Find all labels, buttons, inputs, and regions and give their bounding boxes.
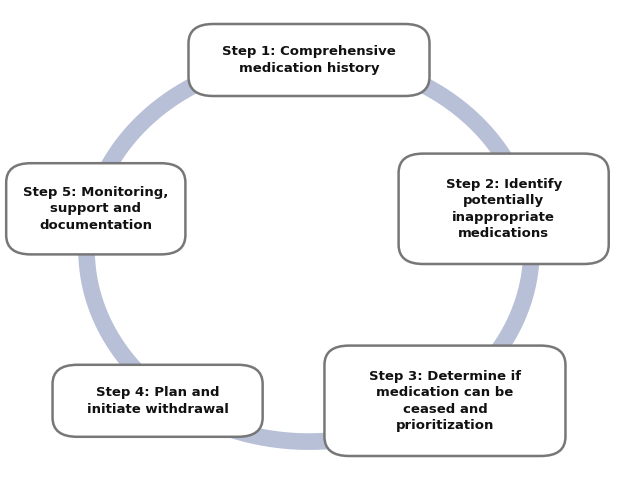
FancyBboxPatch shape — [6, 163, 185, 254]
FancyBboxPatch shape — [399, 154, 609, 264]
Text: Step 1: Comprehensive
medication history: Step 1: Comprehensive medication history — [222, 45, 396, 75]
Text: Step 4: Plan and
initiate withdrawal: Step 4: Plan and initiate withdrawal — [87, 386, 229, 416]
Text: Step 3: Determine if
medication can be
ceased and
prioritization: Step 3: Determine if medication can be c… — [369, 370, 521, 432]
FancyBboxPatch shape — [324, 346, 565, 456]
Text: Step 2: Identify
potentially
inappropriate
medications: Step 2: Identify potentially inappropria… — [446, 178, 562, 240]
FancyBboxPatch shape — [53, 365, 263, 437]
FancyBboxPatch shape — [188, 24, 430, 96]
Text: Step 5: Monitoring,
support and
documentation: Step 5: Monitoring, support and document… — [23, 186, 169, 232]
